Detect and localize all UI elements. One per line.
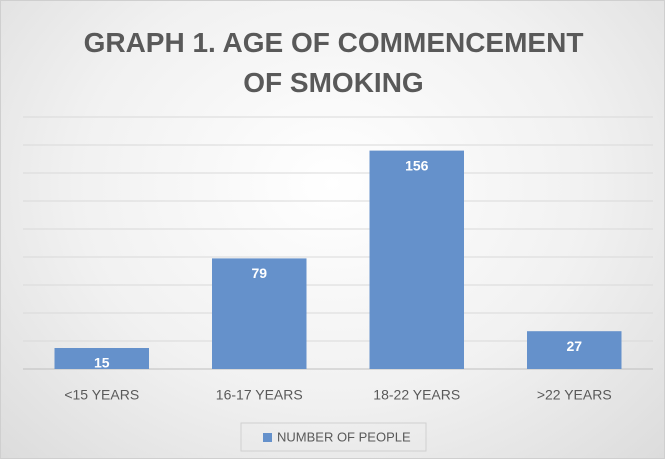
bar <box>369 150 464 369</box>
bar <box>54 348 149 369</box>
x-tick-label: <15 YEARS <box>64 387 139 403</box>
data-label: 79 <box>251 265 267 281</box>
legend-label: NUMBER OF PEOPLE <box>277 429 411 444</box>
data-label: 27 <box>566 338 582 354</box>
data-label: 15 <box>94 355 110 371</box>
chart-title: GRAPH 1. AGE OF COMMENCEMENT OF SMOKING <box>83 27 584 98</box>
bar <box>212 258 307 369</box>
data-label: 156 <box>405 157 429 173</box>
legend-box <box>240 422 427 452</box>
bar <box>527 331 622 369</box>
legend-swatch <box>263 433 272 442</box>
x-tick-label: 16-17 YEARS <box>216 387 303 403</box>
x-tick-label: 18-22 YEARS <box>373 387 460 403</box>
x-tick-label: >22 YEARS <box>537 387 612 403</box>
